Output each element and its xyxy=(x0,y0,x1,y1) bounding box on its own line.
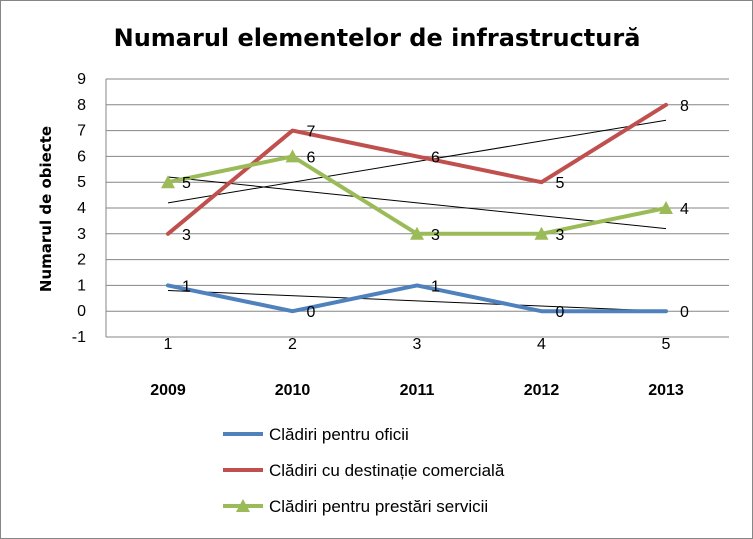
data-label: 0 xyxy=(680,304,689,321)
y-tick-label: 8 xyxy=(77,97,86,114)
year-label: 2009 xyxy=(150,382,186,399)
legend-entry: Clădiri pentru prestări servicii xyxy=(269,497,488,516)
x-tick-label: 2 xyxy=(288,336,297,353)
data-label: 1 xyxy=(431,278,440,295)
y-tick-label: 9 xyxy=(77,71,86,88)
x-tick-label: 4 xyxy=(537,336,546,353)
x-tick-label: 5 xyxy=(662,336,671,353)
trendline xyxy=(167,176,667,230)
series-line xyxy=(166,102,668,236)
data-label: 0 xyxy=(307,304,316,321)
x-tick-label: 1 xyxy=(164,336,173,353)
legend: Clădiri pentru oficii Clădiri cu destinaț… xyxy=(223,425,505,516)
data-label: 3 xyxy=(556,227,565,244)
year-label: 2011 xyxy=(400,382,435,399)
y-tick-label: -1 xyxy=(72,329,86,346)
y-tick-label: 1 xyxy=(77,277,86,294)
data-point-marker xyxy=(285,149,300,163)
legend-entry: Clădiri cu destinație comercială xyxy=(269,461,505,480)
y-tick-label: 3 xyxy=(77,226,86,243)
year-label: 2012 xyxy=(524,382,560,399)
year-label: 2010 xyxy=(275,382,311,399)
gridlines xyxy=(106,78,729,338)
series-line xyxy=(166,283,668,314)
series-markers xyxy=(161,149,673,240)
data-label: 8 xyxy=(680,98,689,115)
y-tick-label: 6 xyxy=(77,148,86,165)
y-axis-label: Numarul de obiecte xyxy=(37,126,55,292)
year-label: 2013 xyxy=(648,382,684,399)
x-tick-labels: 1 2 3 4 5 xyxy=(164,336,671,353)
data-label: 6 xyxy=(431,149,440,166)
data-label: 1 xyxy=(182,278,191,295)
data-point-marker xyxy=(659,201,673,214)
data-point-marker xyxy=(161,175,175,189)
y-tick-label: 7 xyxy=(77,123,86,140)
legend-marker xyxy=(236,499,250,512)
data-label: 5 xyxy=(556,175,565,192)
data-point-marker xyxy=(410,226,424,240)
y-tick-label: 2 xyxy=(77,252,86,269)
year-labels: 2009 2010 2011 2012 2013 xyxy=(150,382,684,399)
y-tick-labels: -1 0 1 2 3 4 5 6 7 8 9 xyxy=(72,71,86,346)
data-label: 3 xyxy=(182,227,191,244)
legend-entry: Clădiri pentru oficii xyxy=(269,425,409,444)
data-label: 6 xyxy=(307,149,316,166)
data-label: 0 xyxy=(556,304,565,321)
data-label: 4 xyxy=(680,201,689,218)
x-tick-label: 3 xyxy=(413,336,422,353)
trendline xyxy=(167,119,667,204)
data-label: 5 xyxy=(182,175,191,192)
y-tick-label: 4 xyxy=(77,200,86,217)
trendline xyxy=(167,290,667,312)
data-label: 7 xyxy=(307,124,316,141)
data-labels: 1 0 1 0 0 3 7 6 5 8 5 6 3 3 4 xyxy=(182,98,689,321)
data-label: 3 xyxy=(431,227,440,244)
y-tick-label: 0 xyxy=(77,303,86,320)
series-line xyxy=(166,154,668,236)
chart-title: Numarul elementelor de infrastructură xyxy=(114,24,641,52)
trendlines xyxy=(167,119,667,312)
y-axis-label-group: Numarul de obiecte xyxy=(37,126,55,292)
data-point-marker xyxy=(534,226,549,240)
y-tick-label: 5 xyxy=(77,174,86,191)
